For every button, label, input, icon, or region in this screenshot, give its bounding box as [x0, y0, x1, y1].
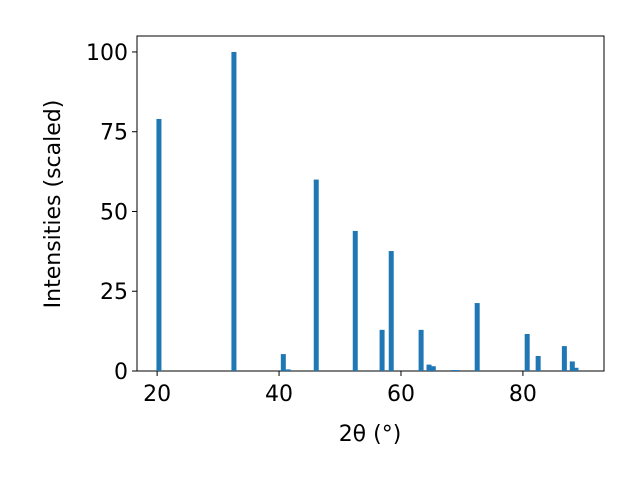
y-axis-label: Intensities (scaled) — [41, 100, 66, 309]
bar — [418, 329, 424, 371]
y-tick-label: 25 — [100, 280, 128, 305]
bar — [573, 367, 579, 371]
plot-frame — [136, 35, 605, 372]
bar — [156, 118, 162, 371]
bar — [352, 230, 358, 371]
x-tick-label: 80 — [509, 382, 537, 407]
bar — [379, 329, 385, 371]
bar — [430, 366, 436, 371]
bar — [524, 333, 530, 371]
bar — [285, 369, 291, 371]
y-tick-label: 0 — [114, 360, 128, 385]
y-tick-label: 100 — [86, 41, 128, 66]
x-axis-label: 2θ (°) — [339, 422, 402, 447]
bar — [231, 51, 237, 371]
bar — [569, 361, 575, 371]
bar — [426, 364, 432, 371]
x-tick-label: 40 — [265, 382, 293, 407]
x-tick-label: 20 — [143, 382, 171, 407]
y-tick-label: 50 — [100, 200, 128, 225]
bar — [474, 303, 480, 371]
bar — [561, 346, 567, 371]
bar — [388, 251, 394, 371]
bar — [454, 370, 460, 371]
bar — [280, 354, 286, 371]
y-tick-label: 75 — [100, 121, 128, 146]
bar — [535, 356, 541, 371]
x-tick-label: 60 — [387, 382, 415, 407]
bar — [450, 370, 456, 371]
bar — [313, 179, 319, 371]
